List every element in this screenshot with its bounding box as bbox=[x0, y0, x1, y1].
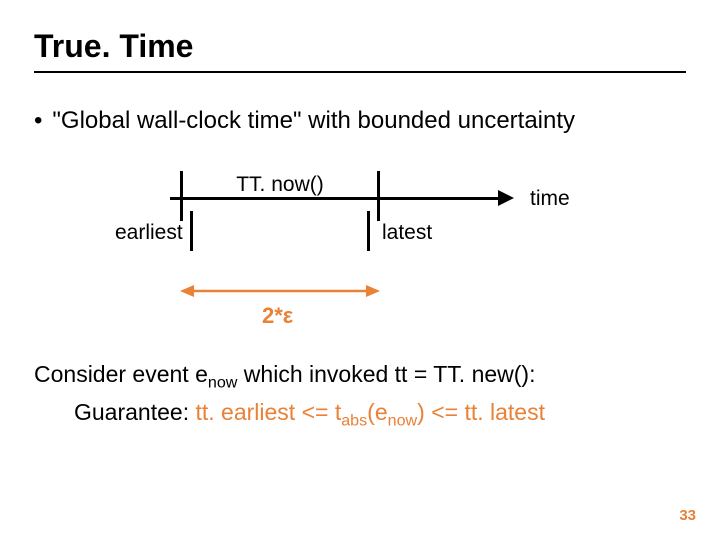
slide-title: True. Time bbox=[34, 28, 686, 65]
slide: True. Time • "Global wall-clock time" wi… bbox=[0, 0, 720, 540]
inner-bracket bbox=[190, 211, 370, 251]
page-number: 33 bbox=[679, 507, 696, 524]
g-sub-now: now bbox=[388, 411, 418, 429]
bullet-mark: • bbox=[34, 107, 42, 135]
bullet-text: "Global wall-clock time" with bounded un… bbox=[52, 107, 575, 135]
title-divider bbox=[34, 71, 686, 73]
guarantee-expression: tt. earliest <= tabs(enow) <= tt. latest bbox=[195, 399, 545, 425]
epsilon-double-arrow bbox=[180, 282, 380, 300]
g-sub-abs: abs bbox=[341, 411, 367, 429]
consider-line-2: Guarantee: tt. earliest <= tabs(enow) <=… bbox=[34, 395, 686, 433]
consider-line1-pre: Consider event e bbox=[34, 361, 208, 387]
consider-text: Consider event enow which invoked tt = T… bbox=[34, 357, 686, 432]
time-label: time bbox=[530, 187, 570, 211]
latest-label: latest bbox=[382, 221, 432, 245]
truetime-diagram: TT. now() time earliest latest 2*ε bbox=[110, 161, 610, 321]
g-right: ) <= tt. latest bbox=[417, 399, 545, 425]
consider-line1-post: which invoked tt = TT. new(): bbox=[237, 361, 535, 387]
consider-line-1: Consider event enow which invoked tt = T… bbox=[34, 357, 686, 395]
ttnow-label: TT. now() bbox=[230, 173, 330, 197]
epsilon-label: 2*ε bbox=[262, 303, 293, 329]
earliest-label: earliest bbox=[115, 221, 183, 245]
g-mid: (e bbox=[367, 399, 387, 425]
bullet-item: • "Global wall-clock time" with bounded … bbox=[34, 107, 686, 135]
g-left: tt. earliest <= t bbox=[195, 399, 341, 425]
guarantee-pre: Guarantee: bbox=[74, 399, 195, 425]
time-axis-arrowhead bbox=[498, 190, 516, 208]
consider-sub-now: now bbox=[208, 374, 238, 392]
